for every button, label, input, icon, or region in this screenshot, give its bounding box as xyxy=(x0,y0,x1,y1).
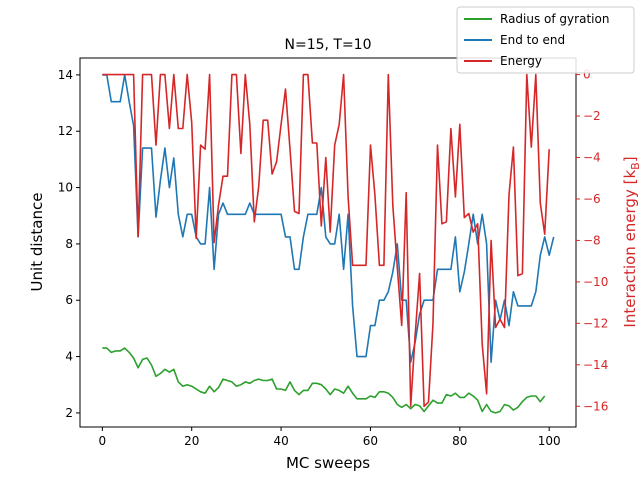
left-y-tick-label: 12 xyxy=(58,124,73,138)
right-y-tick-label: −10 xyxy=(583,275,608,289)
right-y-tick-label: −4 xyxy=(583,151,601,165)
legend-label-end-to-end: End to end xyxy=(500,33,565,47)
right-y-tick-label: −6 xyxy=(583,192,601,206)
plot-frame xyxy=(79,57,577,428)
x-axis: 0 20 40 60 80 100 xyxy=(99,427,561,448)
radius-of-gyration-line xyxy=(102,347,546,414)
left-y-axis-title: Unit distance xyxy=(28,193,46,292)
legend-label-energy: Energy xyxy=(500,54,542,68)
right-y-tick-label: −16 xyxy=(583,399,608,413)
right-y-axis: 0 −2 −4 −6 −8 −10 −12 −14 −16 xyxy=(576,68,608,413)
x-tick-label: 100 xyxy=(538,434,561,448)
right-y-tick-label: −12 xyxy=(583,316,608,330)
left-y-tick-label: 8 xyxy=(65,237,73,251)
legend-label-radius: Radius of gyration xyxy=(500,12,609,26)
chart-title: N=15, T=10 xyxy=(284,37,371,53)
x-tick-label: 20 xyxy=(184,434,199,448)
right-y-tick-label: −14 xyxy=(583,358,608,372)
legend: Radius of gyration End to end Energy xyxy=(456,6,635,74)
x-tick-label: 0 xyxy=(99,434,107,448)
energy-line xyxy=(102,73,550,408)
left-y-tick-label: 2 xyxy=(65,406,73,420)
right-y-tick-label: −2 xyxy=(583,109,601,123)
x-tick-label: 40 xyxy=(273,434,288,448)
x-tick-label: 80 xyxy=(452,434,467,448)
right-y-tick-label: −8 xyxy=(583,233,601,247)
x-tick-label: 60 xyxy=(363,434,378,448)
x-axis-title: MC sweeps xyxy=(286,454,370,472)
right-y-tick-label: 0 xyxy=(583,68,591,82)
left-y-axis: 2 4 6 8 10 12 14 xyxy=(58,68,80,420)
left-y-tick-label: 14 xyxy=(58,68,73,82)
left-y-tick-label: 10 xyxy=(58,181,73,195)
left-y-tick-label: 4 xyxy=(65,350,73,364)
left-y-tick-label: 6 xyxy=(65,293,73,307)
right-y-axis-title: Interaction energy [kB] xyxy=(621,156,640,327)
series-layer xyxy=(102,73,555,414)
legend-box xyxy=(456,6,635,74)
